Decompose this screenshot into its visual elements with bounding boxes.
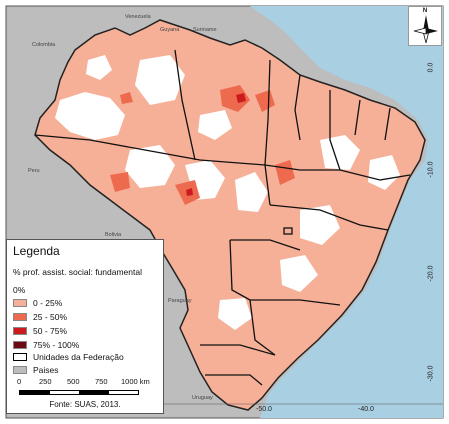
lon-label-50: -50.0 bbox=[256, 406, 272, 413]
label-peru: Peru bbox=[28, 168, 40, 174]
lat-label-20: -20.0 bbox=[427, 265, 435, 282]
legend-row-0: 0% bbox=[13, 284, 25, 296]
legend-row-countries: Paises bbox=[13, 364, 59, 376]
legend-row-outline: Unidades da Federação bbox=[13, 351, 124, 363]
lat-label-10: -10.0 bbox=[427, 161, 435, 178]
legend-row-3: 50 - 75% bbox=[13, 325, 67, 337]
label-paraguay: Paraguay bbox=[168, 298, 192, 304]
legend-swatch-3 bbox=[13, 327, 27, 335]
legend-label-3: 50 - 75% bbox=[33, 326, 68, 336]
scale-tick-labels: 0 250 500 750 1000 km bbox=[15, 377, 160, 387]
legend-swatch-2 bbox=[13, 313, 27, 321]
legend-swatch-4 bbox=[13, 341, 27, 349]
legend-label-1: 0 - 25% bbox=[33, 298, 63, 308]
label-colombia: Colombia bbox=[32, 42, 56, 48]
legend-swatch-1 bbox=[13, 299, 27, 307]
legend-label-outline: Unidades da Federação bbox=[33, 352, 124, 362]
legend-row-2: 25 - 50% bbox=[13, 311, 67, 323]
label-venezuela: Venezuela bbox=[125, 14, 151, 20]
lat-label-30: -30.0 bbox=[427, 365, 435, 382]
scale-tick-3: 750 bbox=[95, 377, 108, 386]
scale-tick-4: 1000 km bbox=[121, 377, 150, 386]
north-letter: N bbox=[422, 8, 428, 14]
brazil-territory bbox=[34, 19, 426, 411]
ocean-area bbox=[250, 6, 443, 418]
scale-tick-1: 250 bbox=[39, 377, 52, 386]
legend-title: Legenda bbox=[13, 244, 60, 258]
legend-label-4: 75% - 100% bbox=[33, 340, 80, 350]
legend-label-countries: Paises bbox=[33, 365, 59, 375]
scale-bar bbox=[19, 390, 139, 395]
legend-label-2: 25 - 50% bbox=[33, 312, 68, 322]
north-arrow: N bbox=[408, 6, 442, 46]
legend-row-4: 75% - 100% bbox=[13, 339, 79, 351]
legend-subtitle: % prof. assist. social: fundamental bbox=[13, 267, 142, 277]
label-uruguay: Uruguay bbox=[192, 395, 213, 401]
scale-tick-2: 500 bbox=[67, 377, 80, 386]
zero-share-municipalities bbox=[55, 55, 400, 330]
map-legend: Legenda % prof. assist. social: fundamen… bbox=[6, 239, 164, 414]
federal-district-border bbox=[283, 227, 293, 235]
lon-label-40: -40.0 bbox=[358, 406, 374, 413]
legend-row-1: 0 - 25% bbox=[13, 297, 62, 309]
legend-label-0: 0% bbox=[13, 285, 26, 295]
compass-icon bbox=[413, 15, 438, 44]
high-share-municipalities bbox=[186, 93, 246, 196]
label-bolivia: Bolivia bbox=[105, 232, 122, 238]
lat-label-0: 0.0 bbox=[427, 62, 435, 73]
label-suriname: Suriname bbox=[193, 27, 217, 33]
label-guyana: Guyana bbox=[160, 27, 180, 33]
state-borders bbox=[34, 49, 411, 386]
source-note: Fonte: SUAS, 2013. bbox=[49, 400, 121, 409]
legend-swatch-outline bbox=[13, 353, 27, 361]
legend-swatch-countries bbox=[13, 366, 27, 374]
scale-tick-0: 0 bbox=[17, 377, 22, 386]
